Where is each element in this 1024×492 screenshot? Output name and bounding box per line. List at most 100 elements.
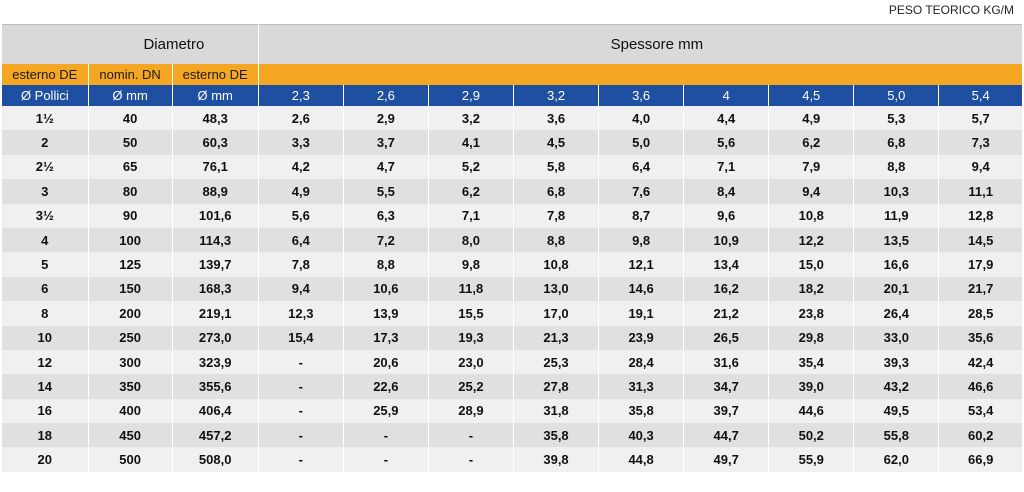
weight-cell: 10,8 (768, 203, 855, 228)
weight-cell: 27,8 (513, 374, 600, 399)
weight-cell: 3,6 (513, 106, 600, 131)
weight-cell: 8,8 (853, 154, 940, 180)
de-cell: 88,9 (172, 179, 259, 204)
weight-cell: 39,3 (853, 349, 940, 375)
weight-cell: 23,0 (428, 349, 514, 375)
weight-cell: 5,3 (853, 106, 940, 131)
dn-cell: 125 (88, 252, 173, 277)
thickness-header: 5,0 (853, 85, 940, 106)
weight-cell: 8,4 (683, 179, 770, 204)
table-row: 1½ 40 48,3 2,6 2,9 3,2 3,6 4,0 4,4 4,9 5,3 5,7 (2, 106, 1022, 131)
subheader-outer-diameter-mm: esterno DE (172, 64, 259, 85)
weight-cell: 43,2 (853, 374, 940, 399)
weight-cell: 10,6 (343, 276, 429, 302)
de-cell: 101,6 (172, 203, 259, 228)
weight-cell: 28,5 (938, 301, 1022, 326)
dn-cell: 90 (88, 203, 173, 228)
dn-cell: 400 (88, 398, 173, 424)
weight-cell: 4,7 (343, 154, 429, 180)
weight-cell: 62,0 (853, 447, 940, 472)
inch-cell: 14 (2, 374, 89, 399)
weight-cell: 10,3 (853, 179, 940, 204)
weight-cell: 4,5 (513, 130, 600, 155)
weight-cell: 10,9 (683, 227, 770, 253)
weight-cell: - (258, 374, 344, 399)
de-cell: 406,4 (172, 398, 259, 424)
weight-cell: 21,3 (513, 325, 600, 350)
weight-cell: - (428, 423, 514, 448)
weight-cell: 9,8 (598, 227, 685, 253)
weight-cell: 17,0 (513, 301, 600, 326)
weight-cell: 6,8 (513, 179, 600, 204)
inch-cell: 4 (2, 227, 89, 253)
weight-cell: 3,3 (258, 130, 344, 155)
inch-cell: 1½ (2, 106, 89, 131)
de-cell: 323,9 (172, 349, 259, 375)
unit-dn-mm: Ø mm (88, 85, 173, 106)
weight-cell: 11,8 (428, 276, 514, 302)
weight-cell: 7,1 (428, 203, 514, 228)
table-row: 2½ 65 76,1 4,2 4,7 5,2 5,8 6,4 7,1 7,9 8,8 9,4 (2, 154, 1022, 180)
weight-cell: 5,6 (258, 203, 344, 228)
weight-cell: 12,3 (258, 301, 344, 326)
weight-cell: 39,8 (513, 447, 600, 472)
inch-cell: 8 (2, 301, 89, 326)
weight-cell: 16,2 (683, 276, 770, 302)
unit-row: Ø Pollici Ø mm Ø mm 2,3 2,6 2,9 3,2 3,6 4 4,5 5… (2, 85, 1022, 106)
table-row: 12 300 323,9-20,6 23,0 25,3 28,4 31,6 35,4 39,3 4… (2, 349, 1022, 375)
weight-cell: 4,1 (428, 130, 514, 155)
de-cell: 508,0 (172, 447, 259, 472)
weight-cell: 4,4 (683, 106, 770, 131)
thickness-header: 3,6 (598, 85, 685, 106)
weight-cell: - (258, 423, 344, 448)
weight-cell: 26,5 (683, 325, 770, 350)
weight-cell: 17,9 (938, 252, 1022, 277)
weight-cell: 14,5 (938, 227, 1022, 253)
weight-cell: 31,6 (683, 349, 770, 375)
weight-cell: 25,2 (428, 374, 514, 399)
weight-cell: 21,7 (938, 276, 1022, 302)
inch-cell: 5 (2, 252, 89, 277)
weight-cell: 35,4 (768, 349, 855, 375)
weight-cell: 10,8 (513, 252, 600, 277)
weight-cell: 15,5 (428, 301, 514, 326)
de-cell: 219,1 (172, 301, 259, 326)
weight-cell: 18,2 (768, 276, 855, 302)
inch-cell: 12 (2, 349, 89, 375)
weight-cell: 31,3 (598, 374, 685, 399)
de-cell: 273,0 (172, 325, 259, 350)
weight-cell: 7,9 (768, 154, 855, 180)
weight-cell: 55,9 (768, 447, 855, 472)
weight-cell: 39,7 (683, 398, 770, 424)
table-row: 8 200 219,1 12,3 13,9 15,5 17,0 19,1 21,2 23,8 26,… (2, 301, 1022, 326)
weight-cell: 9,4 (938, 154, 1022, 180)
weight-cell: 5,8 (513, 154, 600, 180)
dn-cell: 250 (88, 325, 173, 350)
thickness-header: 4,5 (768, 85, 855, 106)
weight-cell: 40,3 (598, 423, 685, 448)
table-row: 4 100 114,3 6,4 7,2 8,0 8,8 9,8 10,9 12,2 13,5 14,5 (2, 227, 1022, 253)
inch-cell: 10 (2, 325, 89, 350)
weight-cell: 28,9 (428, 398, 514, 424)
dn-cell: 100 (88, 227, 173, 253)
dn-cell: 500 (88, 447, 173, 472)
table-row: 16 400 406,4-25,9 28,9 31,8 35,8 39,7 44,6 49,5 5… (2, 398, 1022, 424)
table-row: 2 50 60,3 3,3 3,7 4,1 4,5 5,0 5,6 6,2 6,8 7,3 (2, 130, 1022, 155)
dn-cell: 65 (88, 154, 173, 180)
inch-cell: 2 (2, 130, 89, 155)
weight-cell: 6,2 (428, 179, 514, 204)
weight-cell: 33,0 (853, 325, 940, 350)
weight-cell: 42,4 (938, 349, 1022, 375)
weight-cell: 19,3 (428, 325, 514, 350)
weight-cell: 39,0 (768, 374, 855, 399)
table-row: 3 80 88,9 4,9 5,5 6,2 6,8 7,6 8,4 9,4 10,3 11,1 (2, 179, 1022, 204)
weight-cell: 6,3 (343, 203, 429, 228)
weight-cell: 8,7 (598, 203, 685, 228)
weight-cell: 12,2 (768, 227, 855, 253)
de-cell: 457,2 (172, 423, 259, 448)
weight-cell: 7,1 (683, 154, 770, 180)
weight-cell: 2,9 (343, 106, 429, 131)
thickness-header: 2,9 (428, 85, 514, 106)
weight-cell: 7,3 (938, 130, 1022, 155)
dn-cell: 40 (88, 106, 173, 131)
